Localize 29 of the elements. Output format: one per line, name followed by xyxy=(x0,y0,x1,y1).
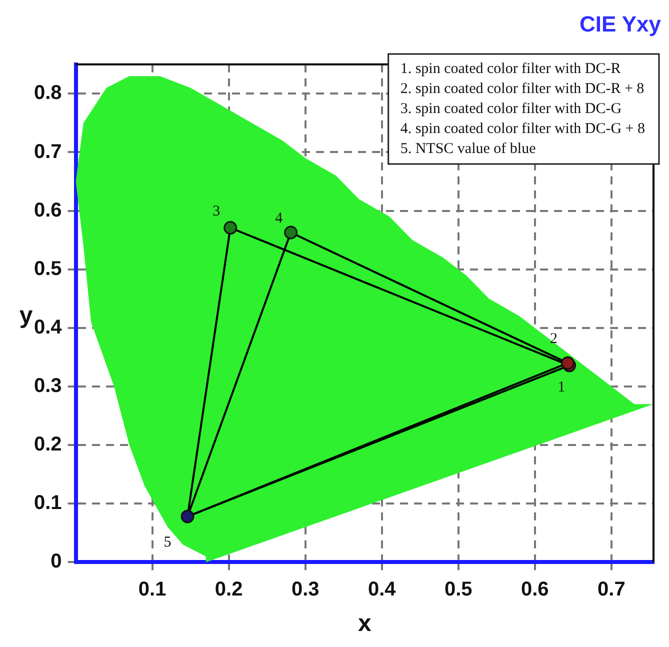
annotation: 3. spin coated color filter with DC-G xyxy=(400,100,622,117)
x-tick-label: 0.3 xyxy=(291,578,320,601)
x-tick-label: 0.5 xyxy=(444,578,472,601)
annotation: 4 xyxy=(275,210,284,226)
chart-title: CIE Yxy xyxy=(579,11,662,36)
annotation: 1 xyxy=(558,379,566,396)
y-tick-label: 0.5 xyxy=(34,258,62,280)
x-tick-label: 0.2 xyxy=(214,578,243,601)
x-tick-label: 0.1 xyxy=(138,578,166,601)
y-tick-label: 0.4 xyxy=(34,316,63,338)
annotation: 2. spin coated color filter with DC-R + 8 xyxy=(400,80,644,97)
x-tick-label: 0.7 xyxy=(598,578,626,601)
y-tick-label: 0 xyxy=(50,550,62,573)
annotation: 5. NTSC value of blue xyxy=(400,140,536,157)
y-tick-label: 0.6 xyxy=(34,199,62,222)
annotation: 5 xyxy=(164,534,172,550)
annotation: 2 xyxy=(550,331,558,348)
annotation: 1. spin coated color filter with DC-R xyxy=(400,60,621,77)
y-tick-label: 0.7 xyxy=(34,140,62,163)
y-tick-label: 0.1 xyxy=(34,492,62,514)
x-tick-label: 0.6 xyxy=(520,578,549,601)
x-axis-title: x xyxy=(358,610,372,638)
y-axis-title: y xyxy=(19,302,34,329)
annotation: 4. spin coated color filter with DC-G + 8 xyxy=(400,120,646,137)
y-tick-label: 0.3 xyxy=(34,375,62,398)
x-tick-label: 0.4 xyxy=(368,578,397,601)
y-tick-label: 0.8 xyxy=(34,82,62,104)
y-tick-label: 0.2 xyxy=(34,434,62,456)
annotation: 3 xyxy=(212,204,220,220)
